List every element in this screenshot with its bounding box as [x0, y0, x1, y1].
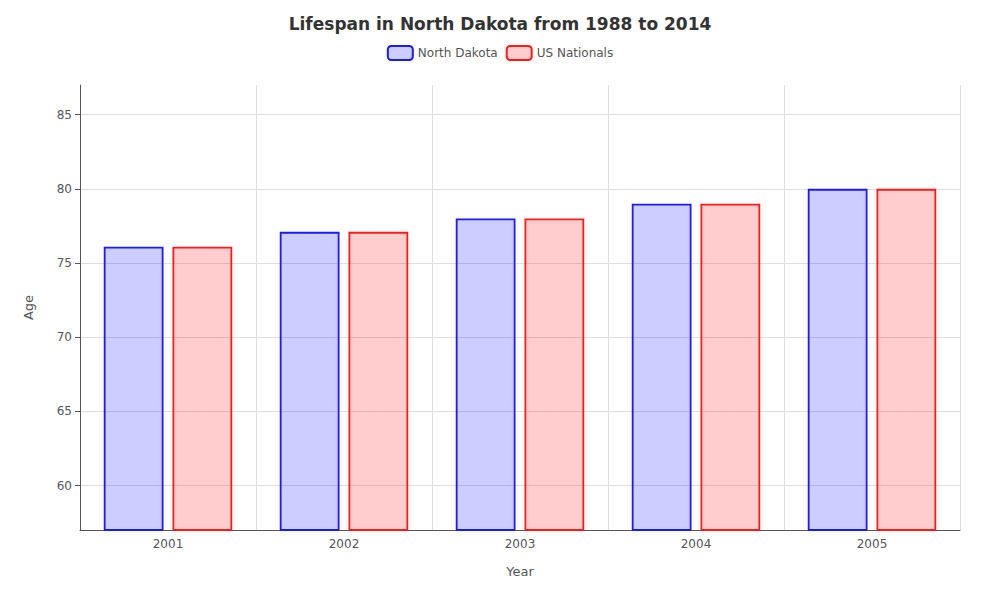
svg-text:Age: Age	[21, 295, 36, 320]
svg-text:2003: 2003	[505, 537, 536, 551]
svg-text:70: 70	[57, 330, 72, 344]
svg-text:85: 85	[57, 108, 72, 122]
svg-text:60: 60	[57, 479, 72, 493]
svg-text:80: 80	[57, 182, 72, 196]
svg-text:Lifespan in North Dakota from: Lifespan in North Dakota from 1988 to 20…	[289, 14, 712, 34]
svg-text:75: 75	[57, 256, 72, 270]
svg-text:65: 65	[57, 404, 72, 418]
svg-text:2005: 2005	[857, 537, 888, 551]
svg-text:2002: 2002	[329, 537, 360, 551]
svg-text:US Nationals: US Nationals	[537, 46, 613, 60]
svg-text:2004: 2004	[681, 537, 712, 551]
svg-text:North Dakota: North Dakota	[418, 46, 498, 60]
svg-text:Year: Year	[505, 564, 534, 579]
svg-text:2001: 2001	[153, 537, 184, 551]
